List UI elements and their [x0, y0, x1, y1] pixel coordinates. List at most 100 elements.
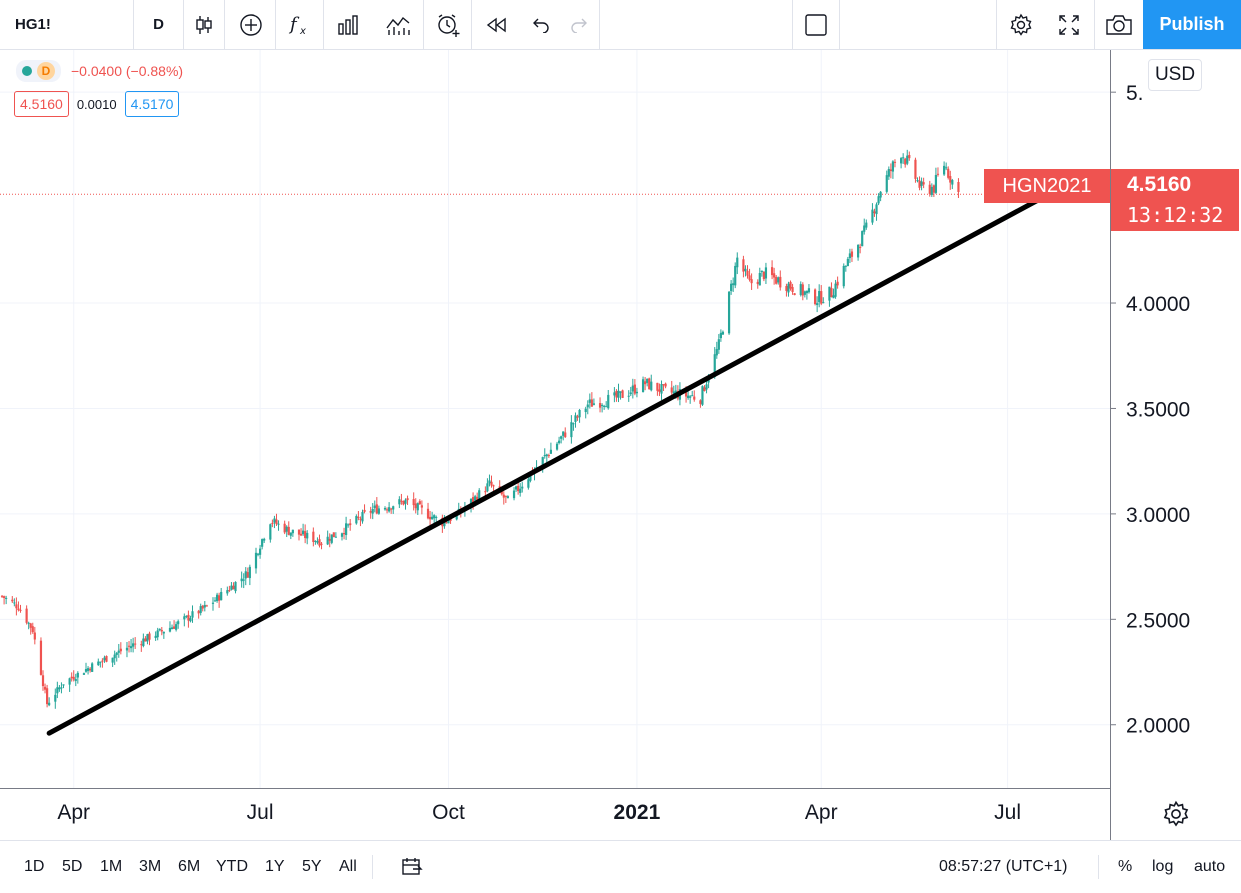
- candle-body: [275, 519, 278, 525]
- candle-body: [949, 176, 952, 183]
- candle-body: [590, 399, 593, 407]
- candle-body: [932, 185, 935, 193]
- candle-body: [185, 615, 188, 617]
- candle-body: [945, 167, 948, 169]
- settings-gear-icon[interactable]: [996, 0, 1044, 49]
- candle-body: [369, 510, 372, 513]
- candle-body: [148, 633, 151, 640]
- candle-body: [445, 522, 448, 524]
- publish-button[interactable]: Publish: [1143, 0, 1241, 49]
- buy-price-button[interactable]: 4.5170: [124, 91, 180, 117]
- currency-button[interactable]: USD: [1148, 59, 1202, 91]
- time-axis[interactable]: Apr Jul Oct 2021 Apr Jul: [0, 788, 1110, 840]
- chart-pane[interactable]: [0, 50, 1110, 788]
- candle-body: [256, 553, 260, 555]
- financials-bars-icon[interactable]: [324, 0, 372, 49]
- candle-body: [484, 491, 487, 493]
- sell-price-button[interactable]: 4.5160: [14, 91, 69, 117]
- candle-body: [691, 395, 694, 397]
- camera-snapshot-icon[interactable]: [1094, 0, 1142, 49]
- candle-body: [744, 268, 747, 272]
- candle-body: [306, 532, 309, 539]
- redo-icon[interactable]: [560, 0, 600, 49]
- candle-body: [617, 390, 620, 398]
- range-ytd-button[interactable]: YTD: [216, 858, 248, 875]
- candle-body: [605, 406, 608, 408]
- candle-body: [674, 390, 677, 394]
- interval-button[interactable]: D: [134, 0, 184, 49]
- candle-body: [449, 518, 452, 521]
- candle-body: [670, 387, 673, 393]
- range-6m-button[interactable]: 6M: [178, 858, 201, 875]
- market-status[interactable]: D: [16, 60, 61, 82]
- range-5d-button[interactable]: 5D: [62, 858, 83, 875]
- candle-body: [736, 257, 739, 268]
- range-1m-button[interactable]: 1M: [100, 858, 123, 875]
- candle-body: [447, 520, 450, 524]
- range-5y-button[interactable]: 5Y: [302, 858, 322, 875]
- candle-body: [828, 286, 831, 301]
- candle-body: [557, 440, 561, 444]
- candle-body: [283, 523, 286, 533]
- candle-body: [390, 508, 393, 510]
- candle-body: [615, 390, 618, 398]
- candle-body: [689, 396, 692, 398]
- candle-body: [187, 614, 190, 621]
- candle-body: [414, 503, 417, 509]
- candle-body: [357, 516, 360, 518]
- candle-body: [228, 590, 231, 592]
- percent-scale-toggle[interactable]: %: [1118, 858, 1133, 875]
- candles-icon[interactable]: [184, 0, 224, 49]
- candle-body: [656, 382, 659, 391]
- timezone-clock[interactable]: 08:57:27 (UTC+1): [939, 858, 1068, 875]
- axis-settings-gear-icon[interactable]: [1162, 800, 1190, 828]
- candle-body: [89, 668, 92, 671]
- compare-add-icon[interactable]: [226, 0, 276, 49]
- auto-scale-toggle[interactable]: auto: [1194, 858, 1226, 875]
- range-3m-button[interactable]: 3M: [139, 858, 162, 875]
- bottom-toolbar: 1D 5D 1M 3M 6M YTD 1Y 5Y All 08:57:27 (U…: [0, 840, 1241, 893]
- candle-body: [943, 165, 946, 175]
- symbol-search-button[interactable]: HG1!: [0, 0, 134, 49]
- candle-body: [687, 395, 690, 399]
- candle-body: [261, 539, 264, 547]
- candle-body: [701, 386, 704, 405]
- candle-body: [584, 408, 587, 413]
- goto-date-calendar-icon[interactable]: [401, 841, 423, 893]
- candle-body: [412, 499, 415, 506]
- fullscreen-square-icon[interactable]: [792, 0, 840, 49]
- candle-body: [936, 173, 940, 175]
- candle-body: [693, 396, 696, 400]
- candle-body: [502, 494, 505, 498]
- candle-body: [816, 303, 819, 306]
- log-scale-toggle[interactable]: log: [1152, 858, 1174, 875]
- candle-body: [363, 509, 366, 512]
- price-axis[interactable]: 2.0000 2.5000 3.0000 3.5000 4.0000 5.: [1110, 50, 1241, 788]
- range-1d-button[interactable]: 1D: [24, 858, 45, 875]
- replay-rewind-icon[interactable]: [472, 0, 520, 49]
- candle-body: [263, 538, 266, 541]
- undo-icon[interactable]: [520, 0, 560, 49]
- candle-body: [746, 270, 749, 276]
- range-all-button[interactable]: All: [339, 858, 357, 875]
- templates-chart-icon[interactable]: [372, 0, 424, 49]
- candle-body: [127, 645, 131, 647]
- candle-body: [43, 686, 47, 690]
- range-1y-button[interactable]: 1Y: [265, 858, 285, 875]
- candle-body: [893, 161, 897, 163]
- candle-body: [555, 443, 559, 450]
- candle-body: [730, 283, 733, 292]
- candle-body: [74, 679, 77, 681]
- candle-body: [486, 483, 489, 492]
- candle-body: [635, 391, 639, 394]
- candle-body: [269, 524, 272, 540]
- candle-body: [922, 182, 925, 185]
- expand-icon[interactable]: [1044, 0, 1094, 49]
- legend-status: D −0.0400 (−0.88%): [16, 60, 183, 82]
- candle-body: [62, 684, 65, 686]
- candle-body: [832, 295, 835, 299]
- alert-clock-icon[interactable]: [424, 0, 472, 49]
- candle-body: [488, 480, 491, 484]
